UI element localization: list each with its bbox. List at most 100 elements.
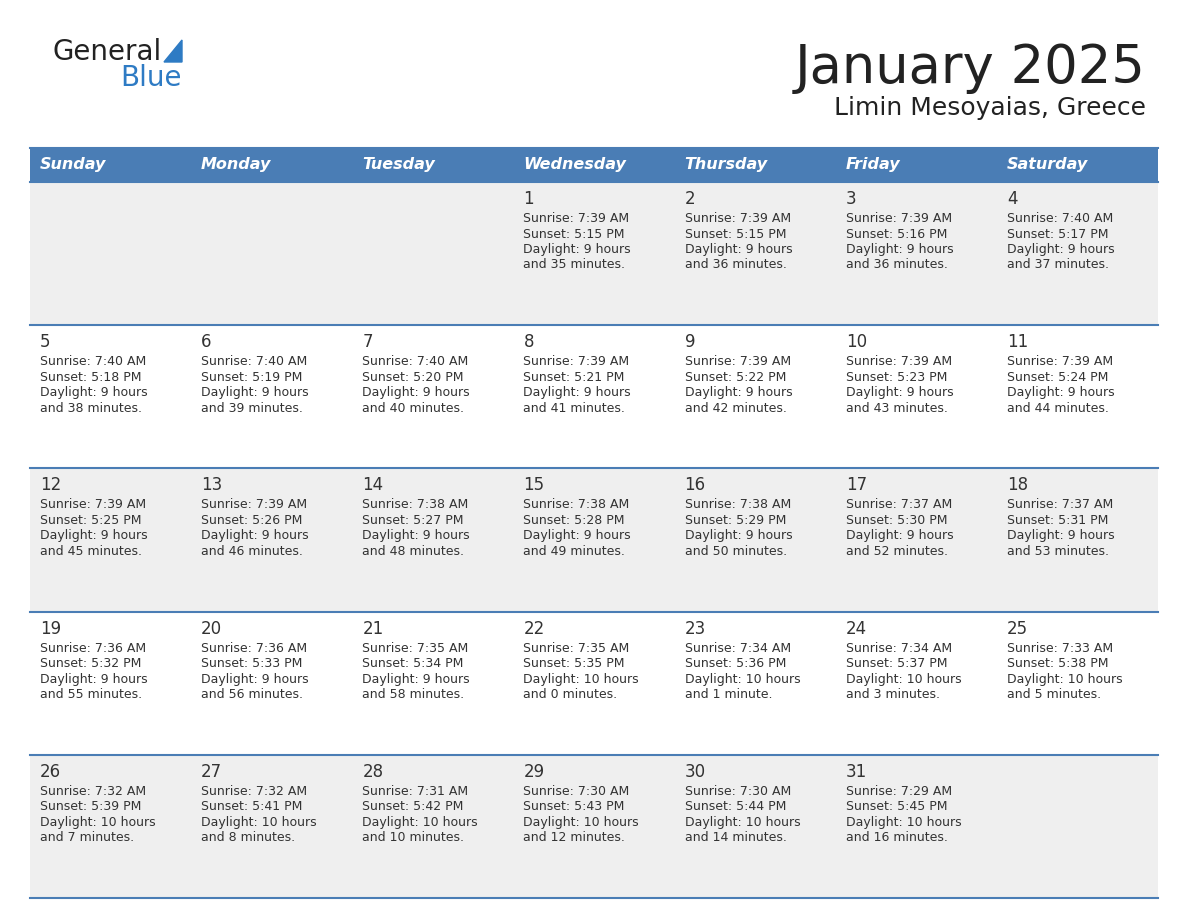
Text: Sunrise: 7:32 AM: Sunrise: 7:32 AM [40,785,146,798]
Text: Sunset: 5:41 PM: Sunset: 5:41 PM [201,800,303,813]
Text: Sunrise: 7:39 AM: Sunrise: 7:39 AM [684,355,791,368]
Text: 9: 9 [684,333,695,352]
Polygon shape [164,40,182,62]
Text: and 48 minutes.: and 48 minutes. [362,545,465,558]
Text: 16: 16 [684,476,706,495]
Text: 6: 6 [201,333,211,352]
Text: 30: 30 [684,763,706,781]
Text: Daylight: 10 hours: Daylight: 10 hours [524,816,639,829]
Text: 13: 13 [201,476,222,495]
Text: Sunrise: 7:30 AM: Sunrise: 7:30 AM [684,785,791,798]
Text: Daylight: 9 hours: Daylight: 9 hours [201,386,309,399]
Text: Sunset: 5:43 PM: Sunset: 5:43 PM [524,800,625,813]
Text: Sunrise: 7:29 AM: Sunrise: 7:29 AM [846,785,952,798]
Text: Daylight: 9 hours: Daylight: 9 hours [1007,386,1114,399]
Text: Sunrise: 7:38 AM: Sunrise: 7:38 AM [524,498,630,511]
Text: and 36 minutes.: and 36 minutes. [684,259,786,272]
Text: Thursday: Thursday [684,158,767,173]
Text: Saturday: Saturday [1007,158,1088,173]
Text: 18: 18 [1007,476,1028,495]
Text: Sunset: 5:26 PM: Sunset: 5:26 PM [201,514,303,527]
Text: and 42 minutes.: and 42 minutes. [684,402,786,415]
Text: Sunrise: 7:38 AM: Sunrise: 7:38 AM [684,498,791,511]
Text: and 53 minutes.: and 53 minutes. [1007,545,1108,558]
Text: and 41 minutes.: and 41 minutes. [524,402,625,415]
Bar [30,148,1158,182]
Text: and 16 minutes.: and 16 minutes. [846,832,948,845]
Text: and 38 minutes.: and 38 minutes. [40,402,143,415]
Text: 19: 19 [40,620,61,638]
Text: Daylight: 9 hours: Daylight: 9 hours [684,386,792,399]
Text: Daylight: 9 hours: Daylight: 9 hours [846,243,953,256]
Text: Daylight: 9 hours: Daylight: 9 hours [40,386,147,399]
Text: Sunrise: 7:37 AM: Sunrise: 7:37 AM [1007,498,1113,511]
Text: Sunrise: 7:35 AM: Sunrise: 7:35 AM [362,642,468,655]
Text: Daylight: 9 hours: Daylight: 9 hours [684,530,792,543]
Text: 31: 31 [846,763,867,781]
Text: Sunset: 5:16 PM: Sunset: 5:16 PM [846,228,947,241]
Text: 7: 7 [362,333,373,352]
Text: and 3 minutes.: and 3 minutes. [846,688,940,701]
Text: 14: 14 [362,476,384,495]
Text: Daylight: 9 hours: Daylight: 9 hours [524,243,631,256]
Text: Sunrise: 7:39 AM: Sunrise: 7:39 AM [40,498,146,511]
Text: Daylight: 9 hours: Daylight: 9 hours [846,386,953,399]
Text: Daylight: 10 hours: Daylight: 10 hours [201,816,317,829]
Text: Sunset: 5:38 PM: Sunset: 5:38 PM [1007,657,1108,670]
Text: and 46 minutes.: and 46 minutes. [201,545,303,558]
Text: Daylight: 10 hours: Daylight: 10 hours [40,816,156,829]
Text: 27: 27 [201,763,222,781]
Text: 5: 5 [40,333,51,352]
Text: January 2025: January 2025 [795,42,1146,94]
Text: 12: 12 [40,476,62,495]
Text: Daylight: 9 hours: Daylight: 9 hours [1007,530,1114,543]
Text: 28: 28 [362,763,384,781]
Text: Daylight: 10 hours: Daylight: 10 hours [846,673,961,686]
Text: Daylight: 9 hours: Daylight: 9 hours [1007,243,1114,256]
Text: Daylight: 10 hours: Daylight: 10 hours [362,816,478,829]
Text: Daylight: 9 hours: Daylight: 9 hours [846,530,953,543]
Text: Daylight: 9 hours: Daylight: 9 hours [524,530,631,543]
Text: and 14 minutes.: and 14 minutes. [684,832,786,845]
Text: and 0 minutes.: and 0 minutes. [524,688,618,701]
Text: Daylight: 9 hours: Daylight: 9 hours [362,530,470,543]
Text: and 56 minutes.: and 56 minutes. [201,688,303,701]
Text: Daylight: 9 hours: Daylight: 9 hours [524,386,631,399]
Text: and 37 minutes.: and 37 minutes. [1007,259,1108,272]
Text: 29: 29 [524,763,544,781]
Text: Sunrise: 7:39 AM: Sunrise: 7:39 AM [846,355,952,368]
Text: 24: 24 [846,620,867,638]
Text: Sunset: 5:17 PM: Sunset: 5:17 PM [1007,228,1108,241]
Text: Sunrise: 7:34 AM: Sunrise: 7:34 AM [846,642,952,655]
Text: 11: 11 [1007,333,1028,352]
Text: Sunset: 5:30 PM: Sunset: 5:30 PM [846,514,947,527]
Text: Sunrise: 7:39 AM: Sunrise: 7:39 AM [684,212,791,225]
Text: Sunrise: 7:37 AM: Sunrise: 7:37 AM [846,498,952,511]
Text: Daylight: 10 hours: Daylight: 10 hours [1007,673,1123,686]
Text: Sunrise: 7:33 AM: Sunrise: 7:33 AM [1007,642,1113,655]
Text: Sunset: 5:45 PM: Sunset: 5:45 PM [846,800,947,813]
Text: Sunrise: 7:39 AM: Sunrise: 7:39 AM [201,498,308,511]
Text: Daylight: 10 hours: Daylight: 10 hours [846,816,961,829]
Text: Sunset: 5:39 PM: Sunset: 5:39 PM [40,800,141,813]
Text: and 7 minutes.: and 7 minutes. [40,832,134,845]
Text: 20: 20 [201,620,222,638]
Text: 2: 2 [684,190,695,208]
Text: Sunset: 5:28 PM: Sunset: 5:28 PM [524,514,625,527]
Text: Sunrise: 7:34 AM: Sunrise: 7:34 AM [684,642,791,655]
Text: Tuesday: Tuesday [362,158,435,173]
Text: Sunrise: 7:36 AM: Sunrise: 7:36 AM [40,642,146,655]
Text: Sunset: 5:27 PM: Sunset: 5:27 PM [362,514,463,527]
Text: Sunrise: 7:32 AM: Sunrise: 7:32 AM [201,785,308,798]
Text: Daylight: 10 hours: Daylight: 10 hours [684,816,801,829]
Text: Sunset: 5:32 PM: Sunset: 5:32 PM [40,657,141,670]
Text: Daylight: 10 hours: Daylight: 10 hours [684,673,801,686]
Text: and 40 minutes.: and 40 minutes. [362,402,465,415]
Text: Sunset: 5:34 PM: Sunset: 5:34 PM [362,657,463,670]
Text: Daylight: 9 hours: Daylight: 9 hours [684,243,792,256]
Text: Friday: Friday [846,158,901,173]
Text: Sunset: 5:29 PM: Sunset: 5:29 PM [684,514,786,527]
Text: 23: 23 [684,620,706,638]
Text: Daylight: 9 hours: Daylight: 9 hours [40,673,147,686]
Text: and 43 minutes.: and 43 minutes. [846,402,948,415]
